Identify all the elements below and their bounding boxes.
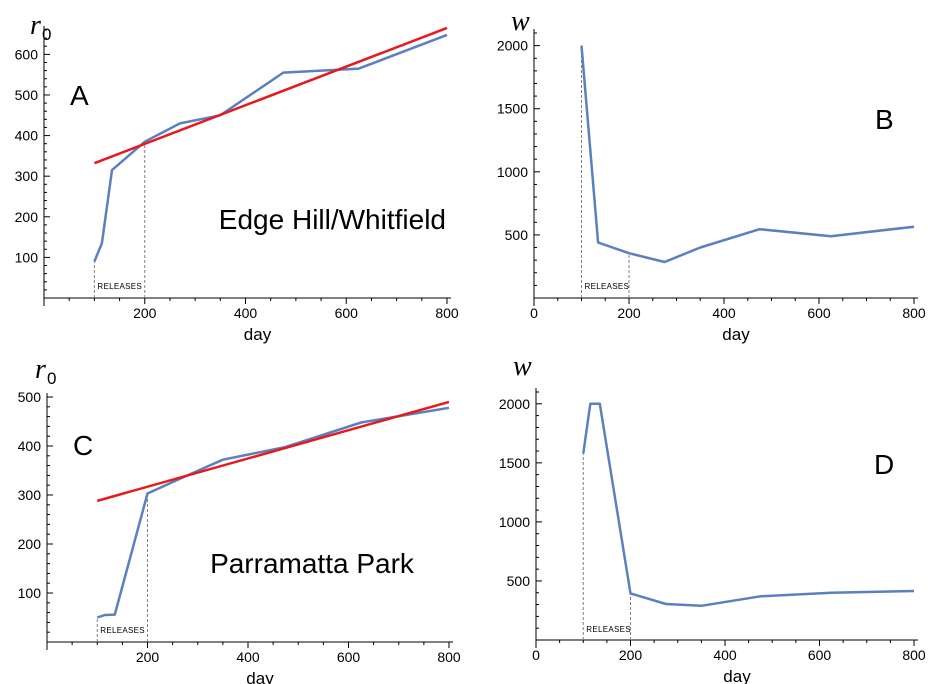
y-tick-label: 200 — [15, 209, 39, 225]
data-series-line — [582, 402, 915, 608]
x-tick-label: 400 — [236, 649, 260, 665]
x-axis-title: day — [244, 325, 272, 344]
releases-label: RELEASES — [585, 282, 630, 291]
site-name-annotation: Parramatta Park — [210, 548, 415, 579]
y-tick-label: 500 — [15, 87, 39, 103]
y-tick-label: 300 — [15, 168, 39, 184]
y-tick-label: 100 — [18, 585, 42, 601]
data-series-line — [580, 45, 915, 264]
x-tick-label: 200 — [619, 647, 643, 663]
x-tick-label: 600 — [337, 649, 361, 665]
y-tick-label: 1500 — [499, 455, 530, 471]
y-axis-title: r — [35, 354, 46, 385]
panel-d-parramatta-w: 0 200 400 600 800 500 1000 1500 2000 day w D RELEASE… — [499, 351, 926, 684]
x-tick-label: 400 — [234, 305, 258, 321]
y-tick-label: 300 — [18, 487, 42, 503]
panel-c-parramatta-r0: 200 400 600 800 100 200 300 400 500 day r 0 C Parrama… — [18, 354, 461, 684]
x-tick-label: 600 — [335, 305, 359, 321]
y-tick-label: 2000 — [497, 38, 528, 54]
x-axis-title: day — [246, 669, 274, 684]
y-tick-label: 500 — [505, 227, 529, 243]
y-axis-title-subscript: 0 — [42, 25, 51, 44]
x-tick-label: 800 — [437, 649, 461, 665]
x-tick-label: 800 — [902, 647, 926, 663]
x-tick-label: 0 — [532, 647, 540, 663]
y-tick-label: 600 — [15, 46, 39, 62]
y-tick-label: 100 — [15, 249, 39, 265]
x-axis-title: day — [723, 667, 751, 684]
y-axis-title: w — [511, 6, 530, 37]
x-tick-label: 800 — [902, 305, 926, 321]
y-tick-label: 400 — [18, 438, 42, 454]
panel-letter: A — [70, 80, 89, 111]
data-series-line — [96, 406, 450, 619]
y-tick-label: 200 — [18, 536, 42, 552]
y-axis-title: r — [30, 10, 41, 41]
x-tick-label: 200 — [136, 649, 160, 665]
panel-a-edge-hill-r0: 200 400 600 800 100 200 300 400 500 600 day r 0 A Edge… — [15, 10, 459, 344]
x-tick-label: 800 — [435, 305, 459, 321]
y-axis-title-subscript: 0 — [47, 369, 56, 388]
releases-label: RELEASES — [586, 625, 631, 634]
fit-line — [93, 26, 448, 165]
panel-b-edge-hill-w: 0 200 400 600 800 500 1000 1500 2000 day w B RELEASE… — [497, 6, 926, 344]
panel-letter: B — [875, 104, 894, 135]
panel-letter: D — [874, 449, 894, 480]
x-tick-label: 200 — [617, 305, 641, 321]
y-tick-label: 1000 — [497, 164, 528, 180]
y-tick-label: 1000 — [499, 514, 530, 530]
releases-label: RELEASES — [100, 626, 145, 635]
y-tick-label: 500 — [507, 573, 531, 589]
y-tick-label: 2000 — [499, 396, 530, 412]
y-axis-title: w — [513, 351, 532, 382]
panel-letter: C — [73, 430, 93, 461]
site-name-annotation: Edge Hill/Whitfield — [219, 204, 446, 235]
x-axis-title: day — [722, 325, 750, 344]
releases-label: RELEASES — [97, 282, 142, 291]
y-tick-label: 500 — [18, 389, 42, 405]
fit-line — [96, 400, 450, 503]
x-tick-label: 400 — [712, 305, 736, 321]
y-tick-label: 400 — [15, 128, 39, 144]
data-series-line — [93, 33, 448, 262]
y-tick-label: 1500 — [497, 101, 528, 117]
x-tick-label: 400 — [713, 647, 737, 663]
x-tick-label: 600 — [808, 647, 832, 663]
x-tick-label: 0 — [530, 305, 538, 321]
x-tick-label: 200 — [133, 305, 157, 321]
x-tick-label: 600 — [807, 305, 831, 321]
